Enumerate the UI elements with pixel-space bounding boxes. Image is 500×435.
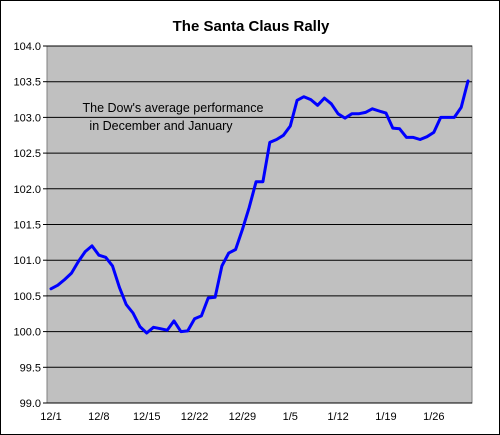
data-point (172, 319, 176, 323)
y-tick-label: 102.0 (13, 184, 41, 196)
data-point (152, 326, 155, 329)
x-tick-label: 12/15 (133, 411, 161, 423)
x-tick-label: 1/26 (423, 411, 444, 423)
data-point (213, 296, 217, 299)
data-point (295, 99, 299, 102)
data-point (77, 260, 80, 263)
y-axis-tick-labels: 99.0 99.5 100.0 100.5 101.0 101.5 102.0 102.5 10… (13, 41, 41, 410)
data-point (371, 107, 374, 111)
data-point (377, 109, 381, 113)
data-point (323, 96, 326, 100)
x-tick-label: 12/29 (229, 411, 257, 423)
data-point (384, 111, 388, 115)
data-point (459, 106, 463, 109)
x-tick-label: 1/5 (283, 411, 298, 423)
x-axis-tick-labels: 12/1 12/8 12/15 12/22 12/29 1/5 1/12 1/19 1/26 (40, 411, 444, 423)
y-tick-label: 104.0 (13, 41, 41, 53)
y-tick-label: 100.0 (13, 327, 41, 339)
data-point (289, 124, 292, 128)
data-point (357, 112, 360, 116)
data-point (425, 135, 429, 138)
y-tick-label: 103.5 (13, 77, 41, 89)
data-point (302, 95, 306, 98)
annotation-line-1: The Dow's average performance (83, 101, 264, 115)
x-tick-label: 1/19 (375, 411, 396, 423)
data-point (131, 311, 135, 315)
data-point (207, 296, 210, 300)
data-point (261, 180, 265, 183)
data-point (268, 141, 271, 144)
data-point (118, 286, 121, 289)
data-point (111, 264, 114, 268)
y-tick-label: 101.0 (13, 255, 41, 267)
data-point (453, 116, 456, 119)
data-point (159, 327, 162, 330)
data-point (227, 251, 230, 255)
data-point (166, 328, 169, 332)
data-point (70, 271, 73, 275)
data-point (405, 136, 408, 139)
data-point (412, 136, 415, 139)
data-point (56, 283, 60, 287)
data-point (248, 206, 251, 209)
data-point (309, 98, 312, 101)
x-tick-label: 12/8 (88, 411, 109, 423)
data-point (466, 79, 470, 83)
data-point (63, 278, 66, 281)
data-point (83, 250, 87, 253)
data-point (138, 325, 142, 328)
data-point (220, 264, 224, 268)
data-point (350, 112, 353, 116)
y-tick-label: 99.5 (20, 362, 41, 374)
y-tick-label: 99.0 (20, 398, 41, 410)
data-point (439, 116, 442, 119)
data-point (343, 116, 347, 120)
x-tick-label: 1/12 (327, 411, 348, 423)
data-point (364, 111, 367, 114)
data-point (446, 116, 449, 119)
data-point (254, 180, 258, 183)
data-point (398, 127, 401, 131)
data-point (124, 303, 128, 306)
data-point (145, 331, 148, 335)
data-point (275, 138, 278, 141)
data-point (282, 134, 285, 137)
data-point (336, 112, 340, 116)
x-tick-label: 12/22 (181, 411, 209, 423)
y-tick-label: 102.5 (13, 148, 41, 160)
data-point (186, 329, 189, 333)
data-point (330, 102, 333, 106)
data-point (241, 228, 244, 231)
data-point (234, 248, 237, 251)
data-point (193, 317, 196, 320)
y-tick-label: 100.5 (13, 291, 41, 303)
annotation-line-2: in December and January (89, 119, 233, 133)
data-point (179, 330, 183, 333)
data-points (49, 79, 470, 335)
data-point (316, 104, 319, 107)
data-point (432, 131, 436, 134)
grid-lines (43, 45, 472, 404)
data-point (200, 314, 203, 318)
data-point (97, 254, 101, 257)
data-point (391, 126, 395, 130)
chart-title: The Santa Claus Rally (173, 18, 330, 35)
x-tick-label: 12/1 (40, 411, 61, 423)
data-point (418, 138, 422, 141)
data-point (90, 244, 94, 248)
y-tick-label: 103.0 (13, 112, 41, 124)
y-tick-label: 101.5 (13, 220, 41, 232)
data-point (104, 256, 107, 259)
data-point (49, 287, 53, 290)
